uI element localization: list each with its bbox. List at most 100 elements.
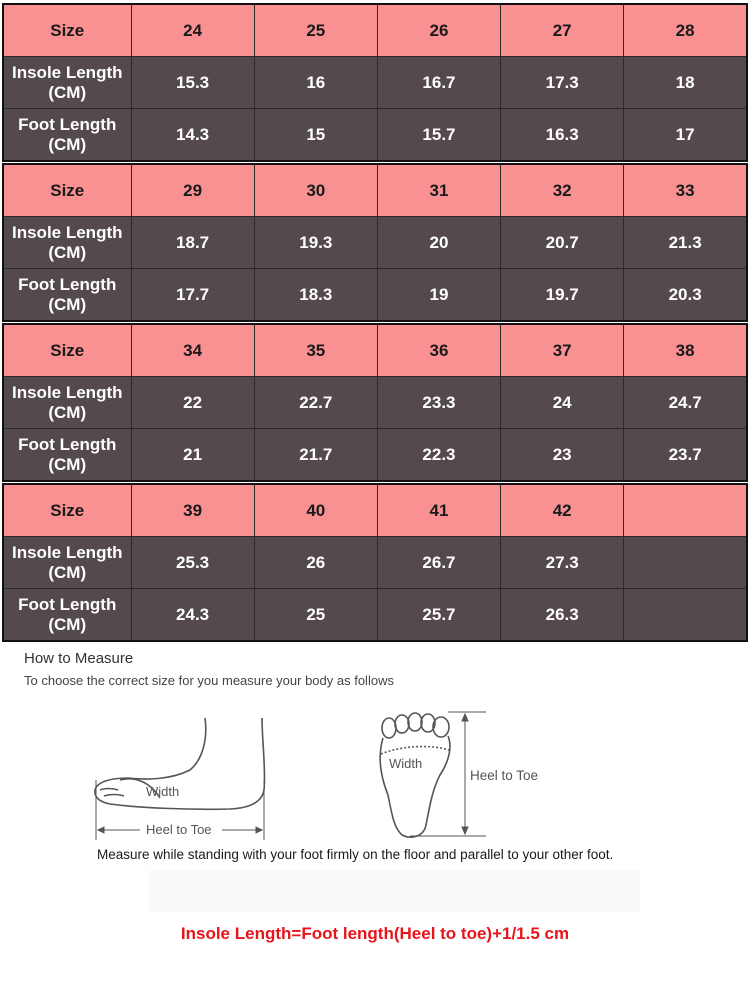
foot-length-value-cell: 17	[623, 108, 748, 162]
insole-length-value-cell: 20.7	[500, 216, 625, 269]
foot-length-value-cell: 25.7	[376, 588, 502, 642]
foot-length-value-cell: 16.3	[500, 108, 625, 162]
size-table-block: Size 29 30 31 32 33 Insole Length (CM) 18.7 19.3 2…	[2, 163, 748, 322]
size-value-cell: 27	[500, 3, 625, 57]
insole-length-value-cell: 19.3	[253, 216, 378, 269]
size-chart: Size 24 25 26 27 28 Insole Length (CM) 15.3 16 16.…	[2, 2, 748, 642]
insole-length-value-cell: 24.7	[623, 376, 748, 429]
foot-length-header-cell: Foot Length (CM)	[2, 588, 132, 642]
insole-length-header-cell: Insole Length (CM)	[2, 376, 132, 429]
foot-length-value-cell: 19	[376, 268, 502, 322]
insole-length-header-cell: Insole Length (CM)	[2, 216, 132, 269]
insole-length-row: Insole Length (CM) 15.3 16 16.7 17.3 18	[2, 56, 748, 109]
insole-formula: Insole Length=Foot length(Heel to toe)+1…	[180, 924, 570, 943]
insole-length-row: Insole Length (CM) 22 22.7 23.3 24 24.7	[2, 376, 748, 429]
insole-length-value-cell: 23.3	[376, 376, 502, 429]
insole-length-value-cell: 25.3	[130, 536, 255, 589]
foot-length-header-text: Foot Length	[18, 594, 117, 614]
size-value-cell: 29	[130, 163, 255, 217]
foot-length-row: Foot Length (CM) 24.3 25 25.7 26.3	[2, 588, 748, 642]
top-view-foot-illustration	[379, 712, 451, 838]
size-header-cell: Size	[2, 483, 132, 537]
size-value-cell	[623, 483, 748, 537]
foot-length-value-cell: 19.7	[500, 268, 625, 322]
size-row: Size 39 40 41 42	[2, 483, 748, 537]
foot-length-value-cell: 14.3	[130, 108, 255, 162]
foot-length-value-cell: 21.7	[253, 428, 378, 482]
foot-length-value-cell: 22.3	[376, 428, 502, 482]
insole-length-header-text: Insole Length	[12, 222, 123, 242]
size-table-block: Size 39 40 41 42 Insole Length (CM) 25.3 26 26.7 2…	[2, 483, 748, 642]
foot-length-row: Foot Length (CM) 17.7 18.3 19 19.7 20.3	[2, 268, 748, 322]
size-row: Size 34 35 36 37 38	[2, 323, 748, 377]
insole-length-row: Insole Length (CM) 25.3 26 26.7 27.3	[2, 536, 748, 589]
size-row: Size 29 30 31 32 33	[2, 163, 748, 217]
size-value-cell: 31	[376, 163, 502, 217]
foot-length-value-cell: 25	[253, 588, 378, 642]
size-value-cell: 35	[253, 323, 378, 377]
size-value-cell: 36	[376, 323, 502, 377]
insole-length-header-cell: Insole Length (CM)	[2, 536, 132, 589]
insole-length-value-cell: 22	[130, 376, 255, 429]
insole-length-row: Insole Length (CM) 18.7 19.3 20 20.7 21.3	[2, 216, 748, 269]
foot-length-value-cell: 23	[500, 428, 625, 482]
size-value-cell: 24	[130, 3, 255, 57]
size-value-cell: 33	[623, 163, 748, 217]
foot-length-header-cell: Foot Length (CM)	[2, 428, 132, 482]
insole-length-header-text: (CM)	[48, 402, 87, 422]
foot-length-value-cell	[623, 588, 748, 642]
foot-length-row: Foot Length (CM) 14.3 15 15.7 16.3 17	[2, 108, 748, 162]
size-value-cell: 32	[500, 163, 625, 217]
insole-length-header-text: Insole Length	[12, 542, 123, 562]
foot-length-value-cell: 20.3	[623, 268, 748, 322]
size-header-cell: Size	[2, 323, 132, 377]
foot-length-value-cell: 24.3	[130, 588, 255, 642]
size-header-text: Size	[50, 180, 85, 200]
insole-length-header-cell: Insole Length (CM)	[2, 56, 132, 109]
insole-length-header-text: (CM)	[48, 242, 87, 262]
side-length-arrow	[95, 780, 265, 840]
top-length-label: Heel to Toe	[470, 768, 538, 783]
foot-length-header-text: Foot Length	[18, 274, 117, 294]
size-table-block: Size 24 25 26 27 28 Insole Length (CM) 15.3 16 16.…	[2, 3, 748, 162]
foot-length-value-cell: 18.3	[253, 268, 378, 322]
insole-length-value-cell: 20	[376, 216, 502, 269]
how-to-measure-section: How to Measure To choose the correct siz…	[0, 630, 750, 1000]
size-row: Size 24 25 26 27 28	[2, 3, 748, 57]
insole-length-header-text: (CM)	[48, 562, 87, 582]
foot-length-header-text: (CM)	[48, 454, 87, 474]
insole-length-value-cell: 24	[500, 376, 625, 429]
side-width-label: Width	[146, 784, 179, 799]
insole-length-value-cell: 18	[623, 56, 748, 109]
foot-length-row: Foot Length (CM) 21 21.7 22.3 23 23.7	[2, 428, 748, 482]
foot-length-value-cell: 17.7	[130, 268, 255, 322]
foot-length-header-text: (CM)	[48, 134, 87, 154]
insole-length-value-cell: 15.3	[130, 56, 255, 109]
insole-length-value-cell: 26	[253, 536, 378, 589]
insole-length-value-cell: 18.7	[130, 216, 255, 269]
size-value-cell: 34	[130, 323, 255, 377]
foot-diagram: Width Heel to Toe Width Heel to Toe	[94, 711, 538, 840]
insole-length-value-cell: 16	[253, 56, 378, 109]
insole-length-value-cell: 22.7	[253, 376, 378, 429]
size-header-text: Size	[50, 20, 85, 40]
measure-title: How to Measure	[24, 650, 134, 667]
size-value-cell: 40	[253, 483, 378, 537]
measure-instructions: Measure while standing with your foot fi…	[97, 847, 614, 862]
blank-band	[148, 870, 640, 912]
insole-length-header-text: Insole Length	[12, 382, 123, 402]
insole-length-value-cell: 17.3	[500, 56, 625, 109]
foot-length-header-text: (CM)	[48, 614, 87, 634]
size-value-cell: 28	[623, 3, 748, 57]
side-view-foot-illustration	[94, 717, 266, 811]
size-header-cell: Size	[2, 3, 132, 57]
size-header-text: Size	[50, 500, 85, 520]
insole-length-value-cell: 16.7	[376, 56, 502, 109]
foot-length-header-text: Foot Length	[18, 434, 117, 454]
size-header-cell: Size	[2, 163, 132, 217]
insole-length-header-text: Insole Length	[12, 62, 123, 82]
size-value-cell: 25	[253, 3, 378, 57]
size-value-cell: 39	[130, 483, 255, 537]
foot-length-header-cell: Foot Length (CM)	[2, 268, 132, 322]
size-value-cell: 37	[500, 323, 625, 377]
